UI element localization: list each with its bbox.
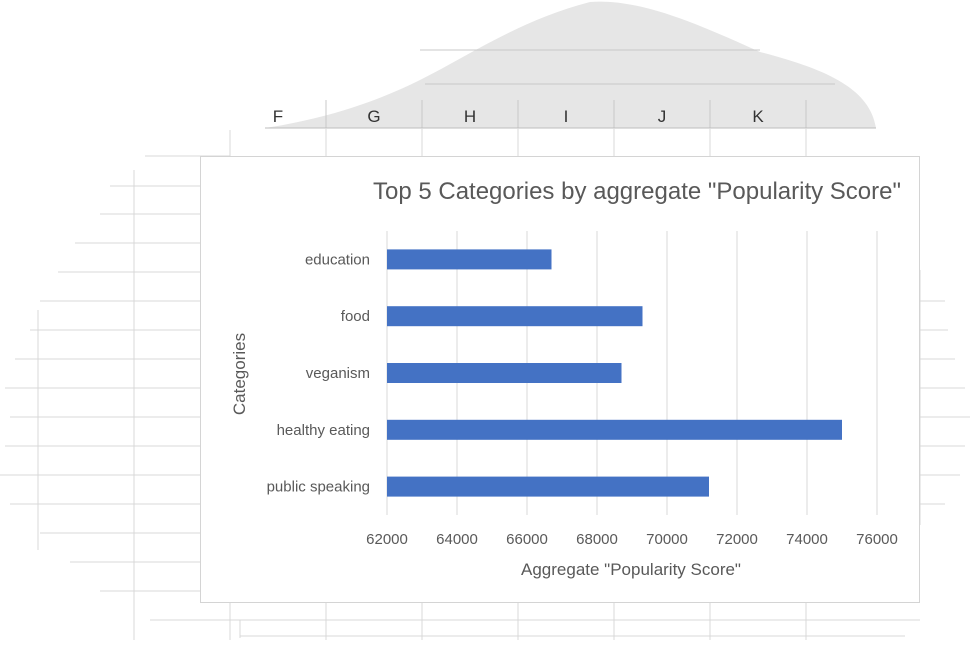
x-tick-label: 76000 bbox=[856, 531, 898, 548]
column-header-j[interactable]: J bbox=[658, 107, 667, 126]
chart-title: Top 5 Categories by aggregate "Popularit… bbox=[373, 178, 901, 205]
column-header-i[interactable]: I bbox=[564, 107, 569, 126]
x-tick-label: 66000 bbox=[506, 531, 548, 548]
category-label: public speaking bbox=[267, 479, 370, 496]
bar-education[interactable] bbox=[387, 249, 552, 270]
y-axis-title: Categories bbox=[230, 333, 249, 415]
category-label: food bbox=[341, 308, 370, 325]
chart-area[interactable]: Top 5 Categories by aggregate "Popularit… bbox=[200, 156, 920, 603]
column-header-band bbox=[265, 1, 876, 128]
bar-veganism[interactable] bbox=[387, 363, 622, 383]
column-header-h[interactable]: H bbox=[464, 107, 476, 126]
x-axis-title: Aggregate "Popularity Score" bbox=[521, 560, 741, 579]
bar-food[interactable] bbox=[387, 306, 643, 327]
x-tick-label: 72000 bbox=[716, 531, 758, 548]
bar-chart: Top 5 Categories by aggregate "Popularit… bbox=[230, 178, 901, 579]
x-tick-label: 70000 bbox=[646, 531, 688, 548]
category-label: education bbox=[305, 251, 370, 268]
category-label: healthy eating bbox=[277, 422, 370, 439]
column-header-g[interactable]: G bbox=[367, 107, 380, 126]
column-header-f[interactable]: F bbox=[273, 107, 283, 126]
category-label: veganism bbox=[306, 365, 370, 382]
x-tick-label: 68000 bbox=[576, 531, 618, 548]
x-tick-label: 74000 bbox=[786, 531, 828, 548]
bar-healthy-eating[interactable] bbox=[387, 419, 842, 440]
bar-public-speaking[interactable] bbox=[387, 476, 709, 497]
x-tick-label: 64000 bbox=[436, 531, 478, 548]
column-header-k[interactable]: K bbox=[752, 107, 764, 126]
x-tick-label: 62000 bbox=[366, 531, 408, 548]
